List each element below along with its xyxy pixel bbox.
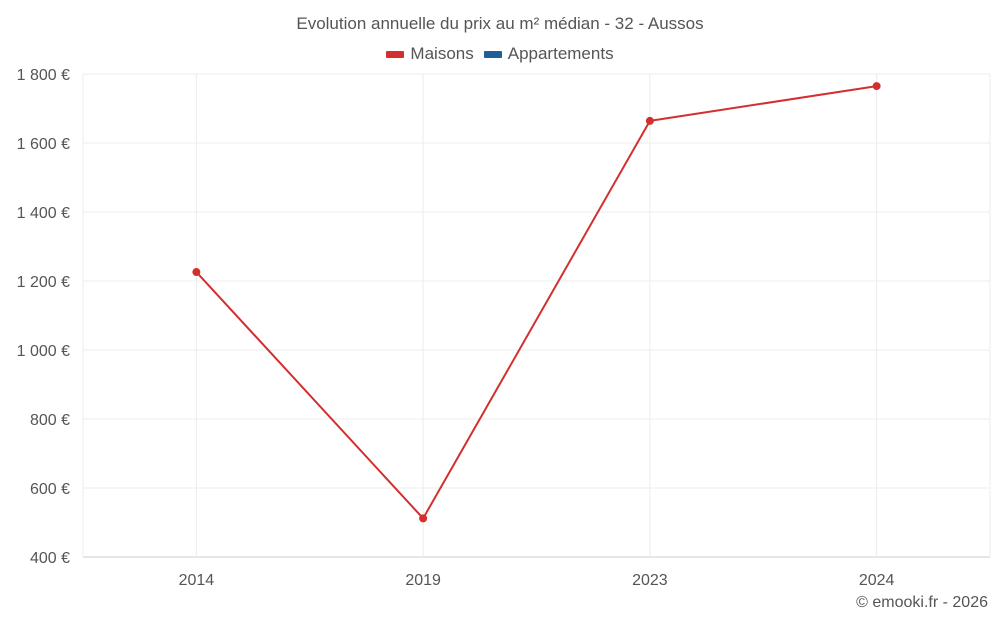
legend-item-appartements[interactable]: Appartements	[483, 44, 614, 64]
legend-label-appartements: Appartements	[507, 44, 614, 63]
x-tick-label: 2019	[405, 572, 441, 589]
legend-item-maisons[interactable]: Maisons	[386, 44, 474, 64]
data-point-maisons	[419, 514, 428, 523]
legend-swatch-appartements	[483, 50, 502, 58]
copyright-credit: © emooki.fr - 2026	[856, 594, 988, 611]
x-tick-label: 2023	[632, 572, 668, 589]
x-tick-label: 2014	[179, 572, 215, 589]
x-tick-label: 2024	[859, 572, 895, 589]
y-tick-label: 1 000 €	[17, 343, 70, 360]
y-tick-label: 600 €	[30, 481, 70, 498]
chart-legend: Maisons Appartements	[0, 44, 1000, 64]
data-point-maisons	[192, 268, 201, 277]
legend-swatch-maisons	[386, 50, 405, 58]
y-tick-label: 1 800 €	[17, 67, 70, 84]
legend-label-maisons: Maisons	[410, 44, 474, 63]
y-tick-label: 1 600 €	[17, 136, 70, 153]
y-tick-label: 400 €	[30, 550, 70, 567]
y-tick-label: 1 200 €	[17, 274, 70, 291]
chart-title: Evolution annuelle du prix au m² médian …	[296, 14, 704, 33]
y-tick-label: 800 €	[30, 412, 70, 429]
data-point-maisons	[872, 82, 881, 91]
y-tick-label: 1 400 €	[17, 205, 70, 222]
series-line-maisons	[195, 85, 877, 520]
data-point-maisons	[645, 116, 654, 125]
